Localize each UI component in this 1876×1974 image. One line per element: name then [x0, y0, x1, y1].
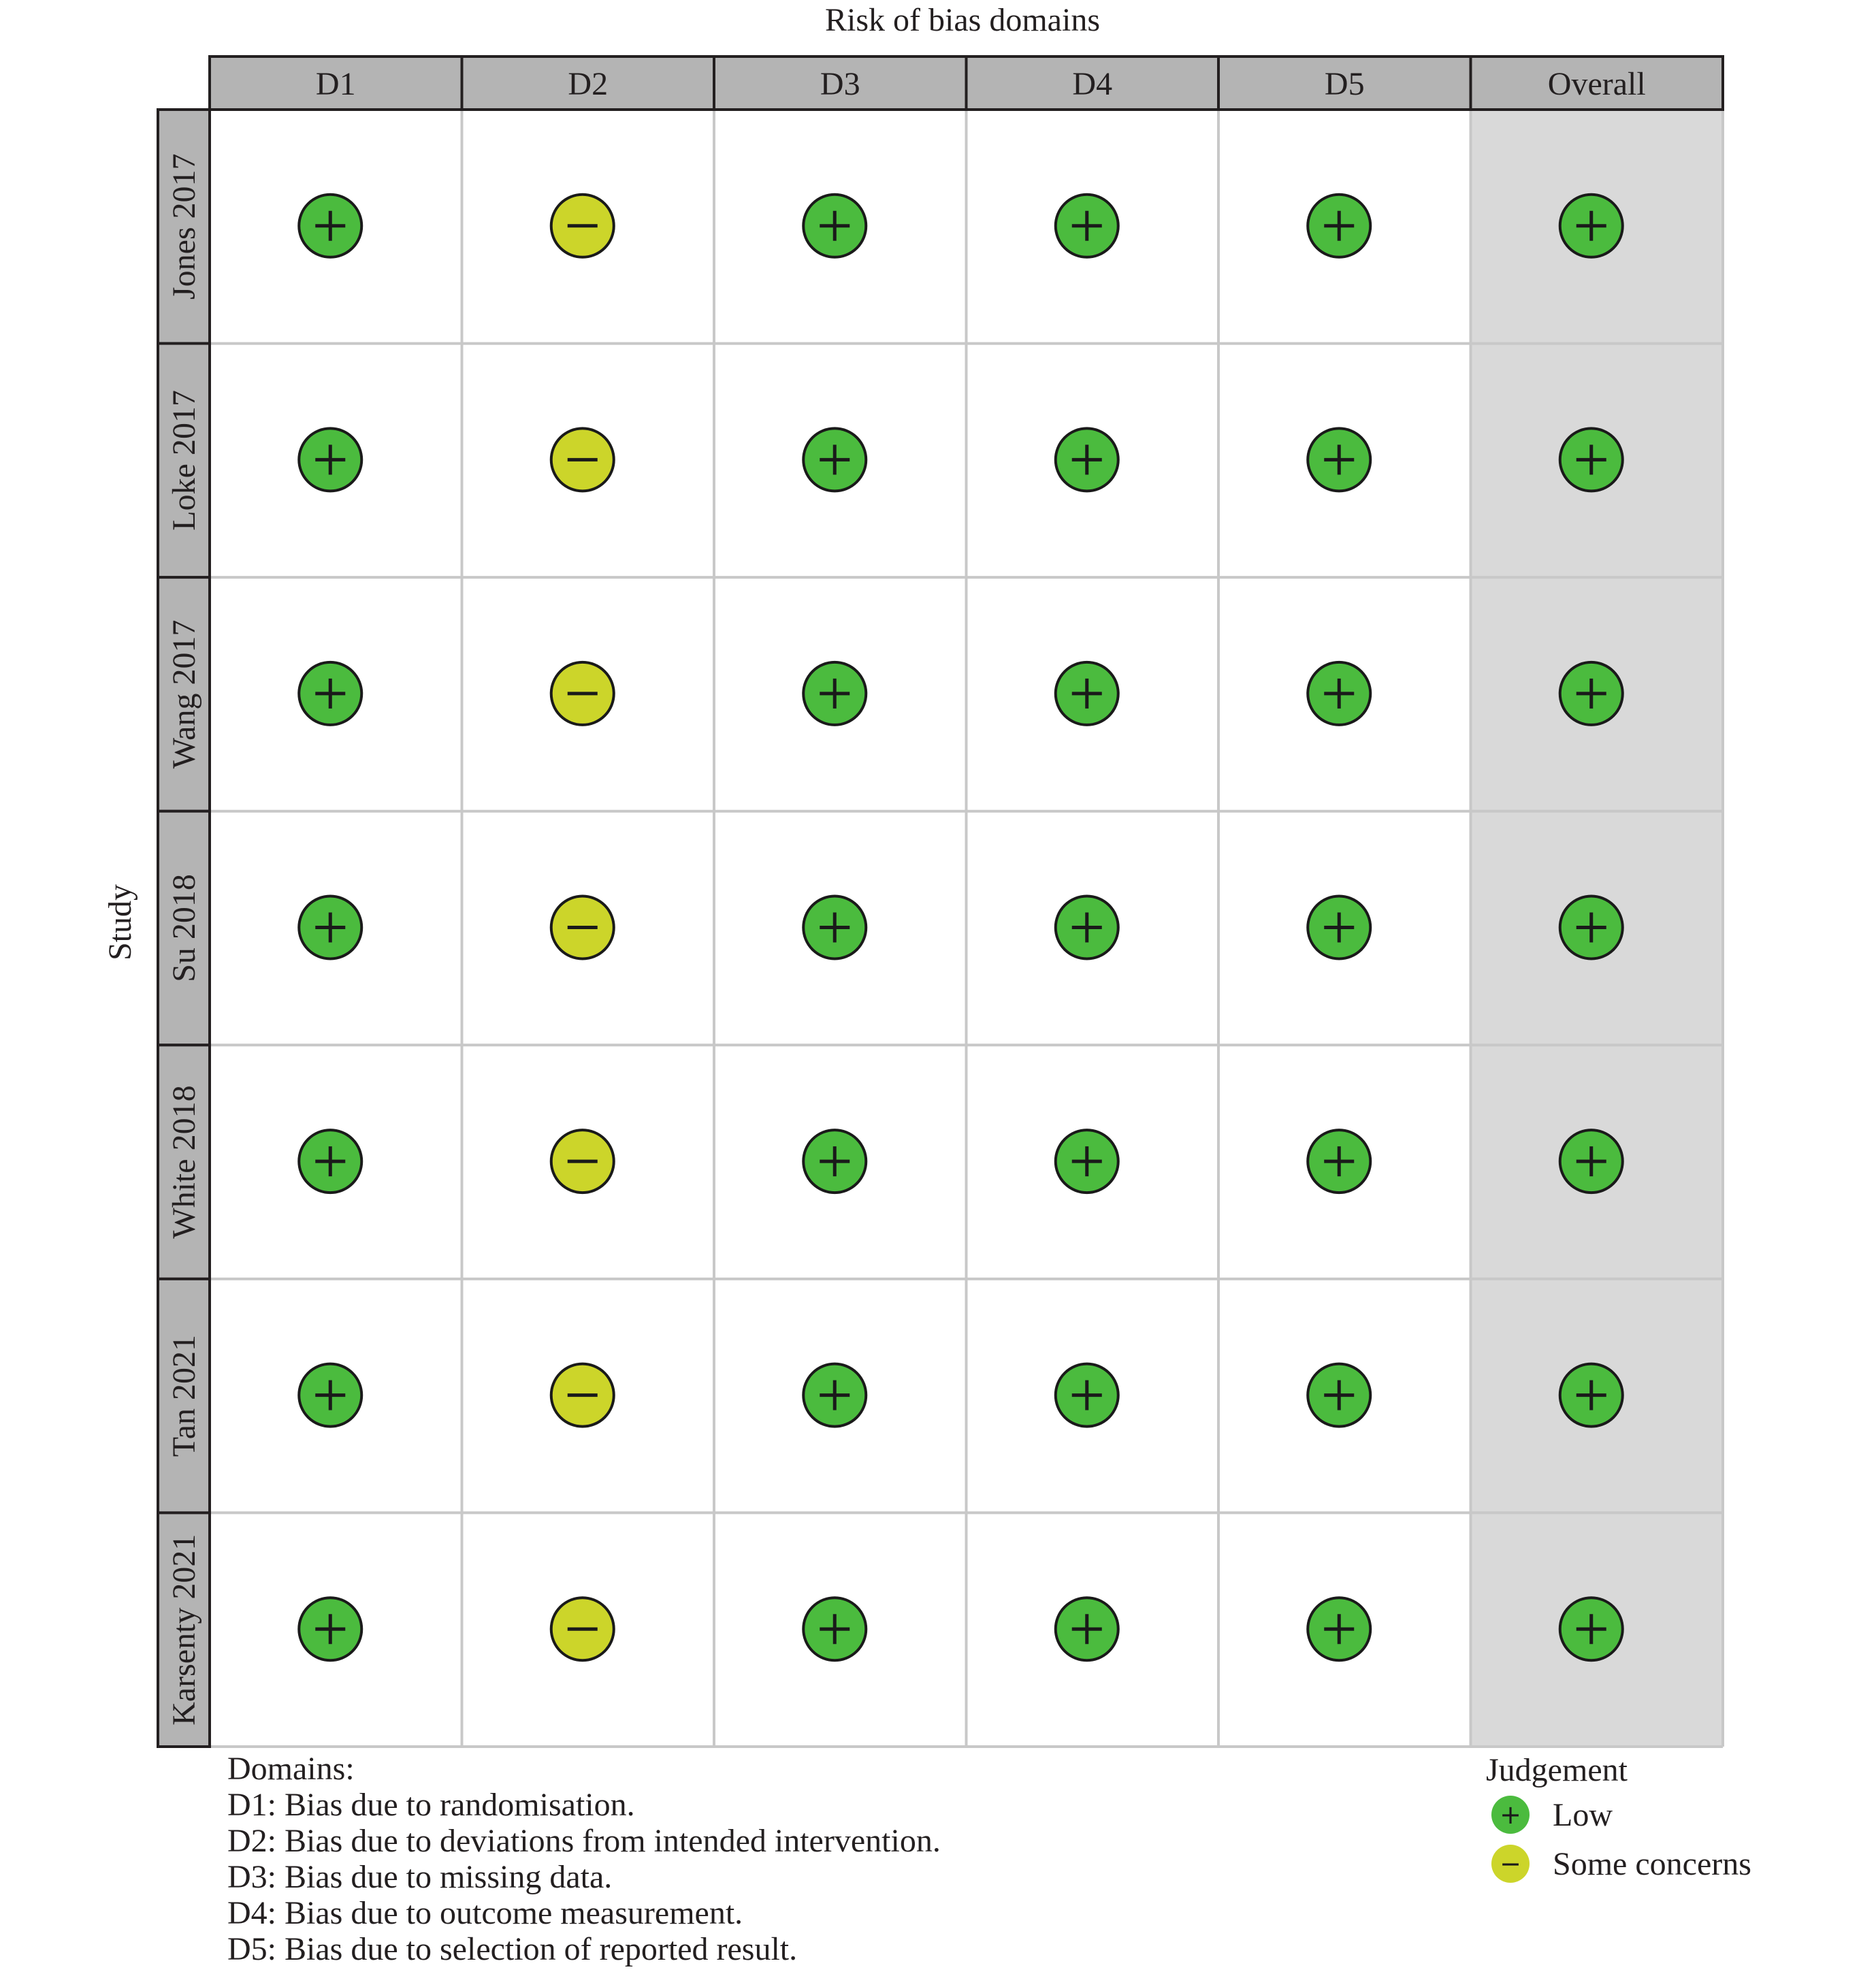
study-label-cell: [157, 809, 211, 1047]
legend-label-some-concerns: Some concerns: [1553, 1845, 1751, 1882]
header-cell: [1217, 55, 1472, 111]
judgement-mark-some-concerns: [549, 1129, 615, 1195]
judgement-mark-some-concerns: [549, 660, 615, 726]
header-cell: [713, 55, 968, 111]
judgement-mark-some-concerns: [549, 193, 615, 259]
study-label: White 2018: [166, 1085, 202, 1238]
judgement-mark-low: [802, 1596, 868, 1662]
judgement-mark-low: [297, 1362, 363, 1428]
column-header-d1: D1: [316, 66, 356, 102]
judgement-mark-low: [1306, 894, 1372, 960]
judgement-mark-low: [1558, 894, 1624, 960]
study-label-cell: [157, 1511, 211, 1748]
judgement-mark-low: [1054, 427, 1120, 493]
judgement-legend: Judgement + Low − Some concerns: [1486, 1751, 1751, 1888]
study-label: Loke 2017: [166, 390, 202, 531]
y-axis-label: Study: [102, 884, 138, 960]
judgement-mark-low: [297, 427, 363, 493]
judgement-mark-some-concerns: [549, 1596, 615, 1662]
study-label-cell: [157, 1043, 211, 1280]
header-cell: [965, 55, 1220, 111]
domain-legend-item: D3: Bias due to missing data.: [227, 1859, 613, 1895]
judgement-mark-low: [802, 660, 868, 726]
domain-legend-item: D5: Bias due to selection of reported re…: [227, 1931, 798, 1967]
judgement-mark-low: [1558, 1596, 1624, 1662]
judgement-mark-low: [1558, 193, 1624, 259]
judgement-mark-low: [1306, 1596, 1372, 1662]
legend-label-low: Low: [1553, 1796, 1613, 1833]
domain-legend-item: D2: Bias due to deviations from intended…: [227, 1823, 941, 1859]
judgement-marks: [297, 193, 1624, 1662]
judgement-mark-low: [297, 660, 363, 726]
judgement-mark-low: [802, 1129, 868, 1195]
judgement-mark-some-concerns: [549, 894, 615, 960]
judgement-mark-low: [802, 427, 868, 493]
judgement-mark-low: [1558, 660, 1624, 726]
judgement-mark-some-concerns: [549, 427, 615, 493]
judgement-mark-low: [1054, 894, 1120, 960]
minus-circle-icon: −: [1491, 1845, 1530, 1883]
judgement-mark-low: [297, 1129, 363, 1195]
plus-circle-icon: +: [1491, 1796, 1530, 1834]
study-label-cell: [157, 576, 211, 813]
judgement-mark-low: [1054, 1362, 1120, 1428]
domain-legend-item: D4: Bias due to outcome measurement.: [227, 1895, 743, 1931]
judgement-mark-low: [297, 1596, 363, 1662]
study-label: Karsenty 2021: [166, 1534, 202, 1726]
judgement-mark-low: [1306, 1129, 1372, 1195]
judgement-mark-low: [802, 1362, 868, 1428]
study-labels: Jones 2017 Loke 2017 Wang 2017 Su 2018 White…: [157, 108, 211, 1748]
judgement-mark-low: [1558, 1362, 1624, 1428]
judgement-mark-low: [1306, 660, 1372, 726]
domain-legend-item: D1: Bias due to randomisation.: [227, 1787, 635, 1823]
domains-legend: Domains: D1: Bias due to randomisation. …: [227, 1751, 941, 1967]
domains-legend-title: Domains:: [227, 1751, 355, 1787]
study-label: Jones 2017: [166, 153, 202, 300]
column-header-d2: D2: [568, 66, 608, 102]
column-header-d4: D4: [1072, 66, 1112, 102]
study-label-cell: [157, 1277, 211, 1515]
header-cell: [460, 55, 715, 111]
header-cell: [1469, 55, 1724, 111]
judgement-mark-low: [802, 894, 868, 960]
column-header-d5: D5: [1325, 66, 1365, 102]
study-label-cell: [157, 108, 211, 345]
judgement-mark-low: [297, 894, 363, 960]
legend-item-low: + Low: [1486, 1790, 1751, 1839]
domain-headers: D1 D2 D3 D4 D5 Overall: [208, 55, 1724, 111]
judgement-mark-low: [297, 193, 363, 259]
judgement-mark-low: [1558, 1129, 1624, 1195]
study-label: Tan 2021: [166, 1335, 202, 1457]
judgement-mark-low: [1306, 1362, 1372, 1428]
judgement-mark-low: [1054, 193, 1120, 259]
judgement-mark-low: [1054, 1129, 1120, 1195]
judgement-mark-low: [1054, 1596, 1120, 1662]
judgement-mark-low: [1054, 660, 1120, 726]
judgement-mark-low: [802, 193, 868, 259]
study-label: Wang 2017: [166, 620, 202, 769]
judgement-mark-low: [1306, 193, 1372, 259]
legend-item-some-concerns: − Some concerns: [1486, 1839, 1751, 1888]
header-cell: [208, 55, 464, 111]
judgement-mark-some-concerns: [549, 1362, 615, 1428]
chart-title: Risk of bias domains: [825, 2, 1100, 38]
judgement-mark-low: [1306, 427, 1372, 493]
bias-grid: [210, 110, 1724, 1748]
study-label: Su 2018: [166, 874, 202, 982]
column-header-overall: Overall: [1548, 66, 1646, 102]
judgement-mark-low: [1558, 427, 1624, 493]
column-header-d3: D3: [820, 66, 860, 102]
judgement-legend-title: Judgement: [1486, 1752, 1628, 1788]
